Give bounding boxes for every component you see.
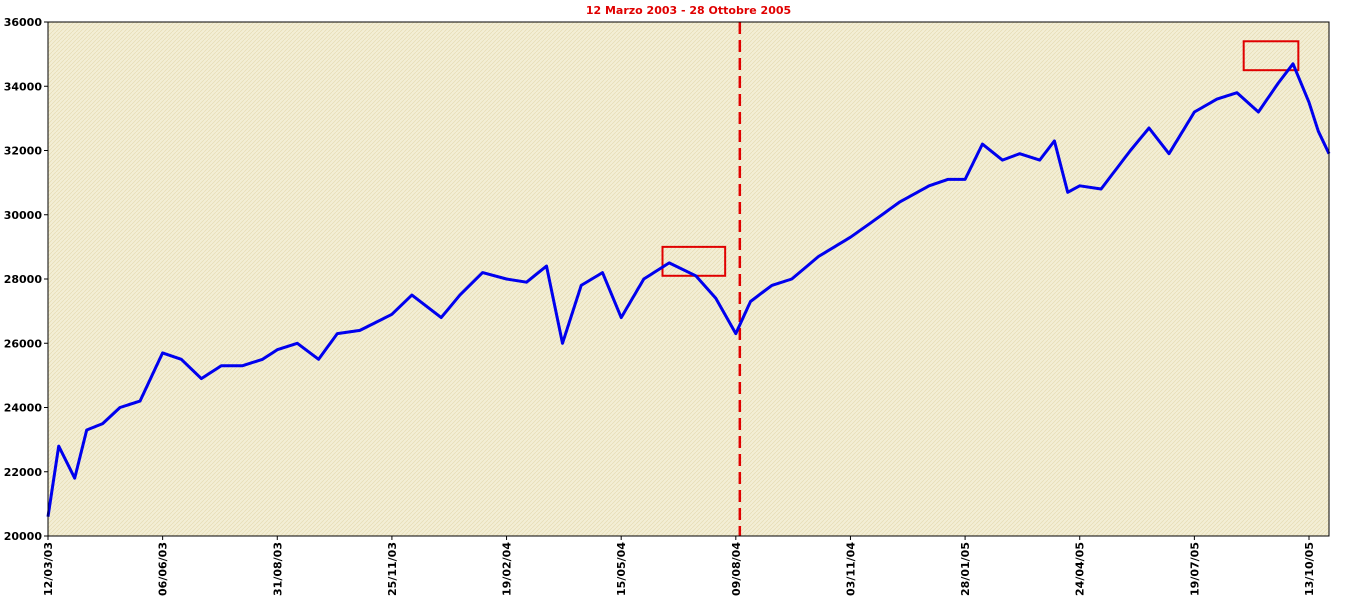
data-point (119, 407, 121, 408)
data-point (1053, 140, 1055, 142)
x-tick-label: 19/07/05 (1188, 542, 1201, 596)
x-tick-label: 28/01/05 (959, 542, 972, 596)
data-point (695, 275, 697, 277)
x-tick-label: 12/03/03 (42, 542, 55, 596)
y-tick-label: 26000 (4, 337, 43, 350)
data-point (318, 358, 320, 360)
y-tick-label: 22000 (4, 466, 43, 479)
x-tick-label: 25/11/03 (386, 542, 399, 596)
y-tick-label: 30000 (4, 209, 43, 222)
data-point (242, 365, 244, 367)
y-tick-label: 24000 (4, 402, 43, 415)
x-tick-label: 06/06/03 (157, 542, 170, 596)
data-point (1079, 185, 1081, 187)
data-point (336, 333, 338, 335)
data-point (546, 265, 548, 267)
data-point (668, 262, 670, 264)
axes-layer: 20000 22000 24000 26000 28000 30000 32000 34000… (4, 16, 1330, 596)
data-point (262, 358, 264, 360)
data-point (200, 378, 202, 380)
data-point (1019, 153, 1021, 155)
data-point (1001, 159, 1003, 161)
data-point (715, 297, 717, 299)
data-point (947, 178, 949, 180)
data-point (735, 333, 737, 335)
data-point (1129, 150, 1131, 151)
data-point (1039, 159, 1041, 161)
data-point (1100, 188, 1102, 190)
data-point (1067, 191, 1069, 193)
data-point (506, 278, 508, 280)
data-point (1216, 98, 1218, 100)
data-point (1257, 111, 1259, 113)
data-point (1168, 153, 1170, 155)
data-point (296, 342, 298, 344)
y-tick-label: 28000 (4, 273, 43, 286)
y-tick-label: 32000 (4, 145, 43, 158)
data-point (791, 278, 793, 280)
x-tick-label: 13/10/05 (1303, 542, 1316, 596)
data-point (849, 236, 851, 238)
x-tick-label: 24/04/05 (1074, 542, 1087, 596)
data-point (928, 185, 930, 187)
series-layer (46, 62, 1331, 518)
data-point (86, 429, 88, 431)
data-point (872, 220, 874, 222)
data-point (1277, 82, 1279, 84)
data-point (74, 477, 76, 479)
data-point (482, 272, 484, 274)
data-point (1236, 92, 1238, 94)
y-tick-label: 36000 (4, 16, 43, 29)
x-tick-label: 09/08/04 (730, 542, 743, 596)
data-point (981, 143, 983, 145)
data-point (771, 284, 773, 286)
highlight-box (1242, 40, 1300, 72)
data-point (359, 329, 361, 331)
data-point (749, 300, 751, 302)
data-point (139, 400, 141, 402)
x-tick-label: 31/08/03 (271, 542, 284, 596)
data-point (1308, 101, 1310, 103)
data-point (1148, 127, 1150, 129)
data-point (562, 342, 564, 344)
data-point (620, 317, 622, 319)
y-tick-label: 20000 (4, 530, 43, 543)
data-point (526, 281, 528, 283)
data-point (817, 256, 819, 258)
data-point (162, 352, 164, 354)
data-point (1317, 130, 1319, 132)
data-point (180, 358, 182, 360)
data-point (964, 178, 966, 180)
data-point (643, 278, 645, 280)
data-point (459, 294, 461, 296)
data-point (899, 201, 901, 203)
x-tick-label: 19/02/04 (501, 542, 514, 596)
data-point (1292, 63, 1294, 65)
data-point (1193, 111, 1195, 113)
data-point (220, 365, 222, 367)
data-point (58, 445, 60, 447)
plot-area (48, 22, 1329, 536)
data-point (440, 317, 442, 319)
data-point (102, 423, 104, 425)
data-point (391, 313, 393, 315)
data-point (602, 272, 604, 274)
chart-title: 12 Marzo 2003 - 28 Ottobre 2005 (586, 4, 791, 17)
y-tick-label: 34000 (4, 80, 43, 93)
x-tick-label: 03/11/04 (844, 542, 857, 596)
data-point (411, 294, 413, 296)
data-point (276, 349, 278, 351)
data-point (580, 284, 582, 286)
x-tick-label: 15/05/04 (615, 542, 628, 596)
